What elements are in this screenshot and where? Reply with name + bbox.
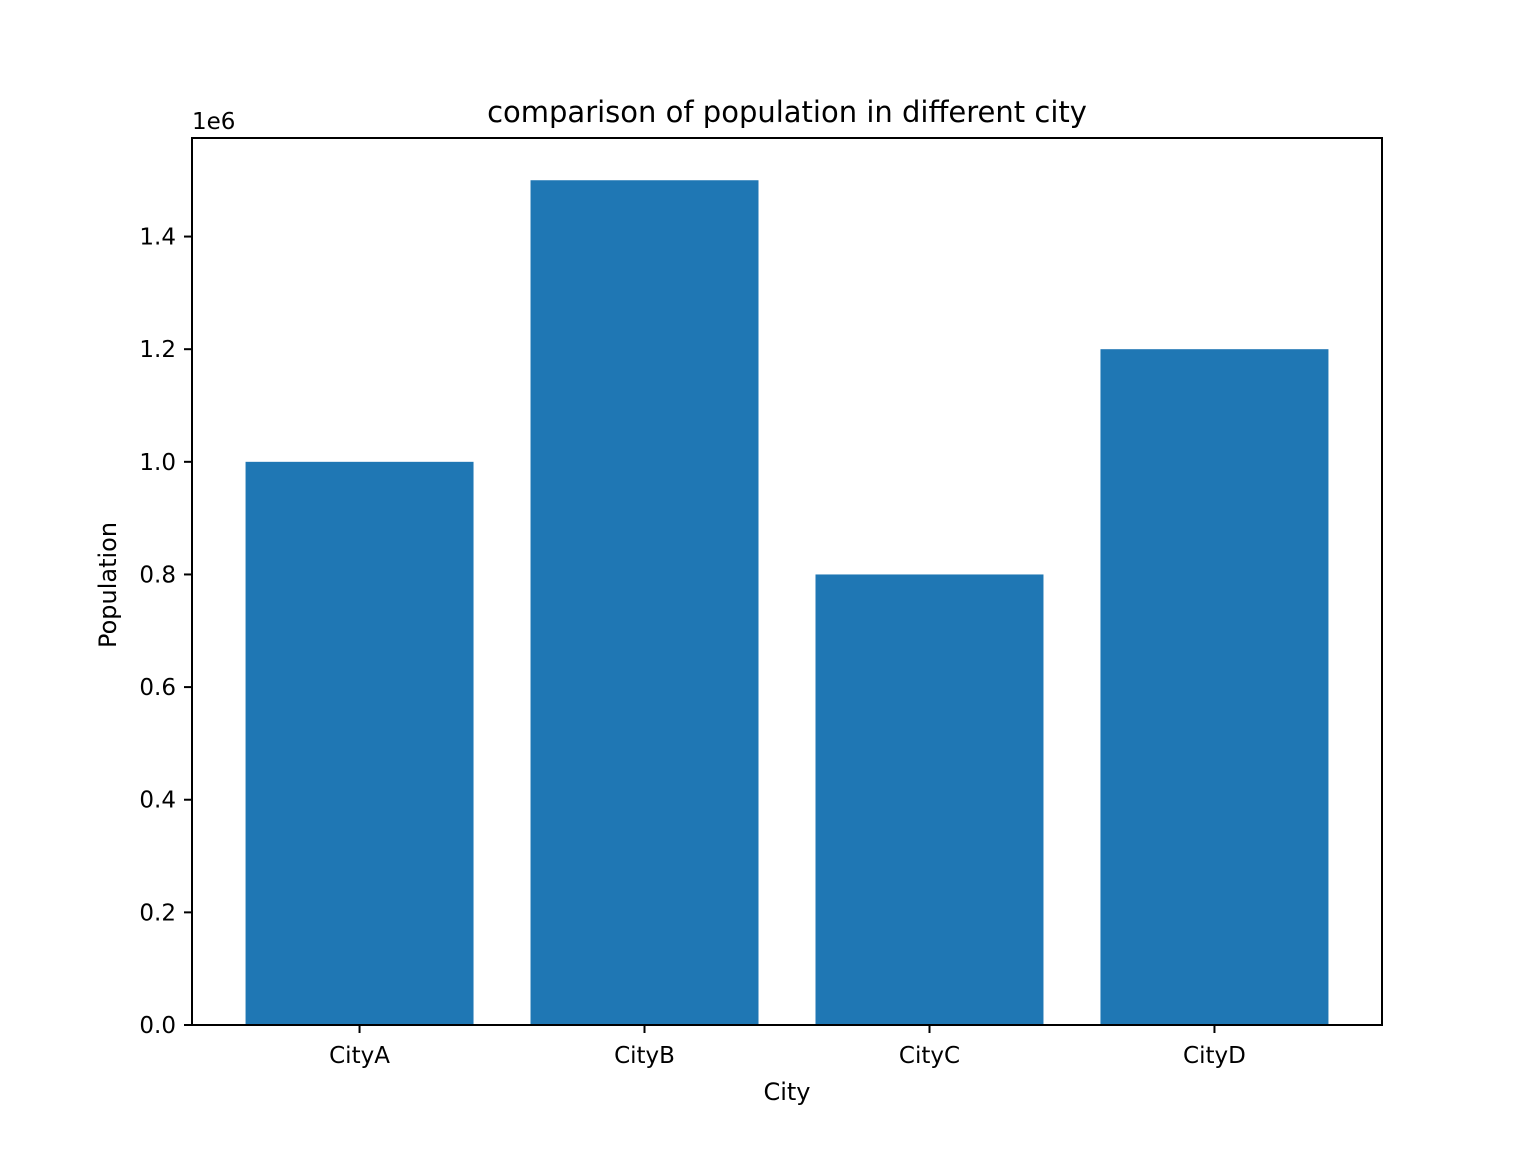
- x-tick-label: CityD: [1183, 1043, 1246, 1069]
- x-axis-label: City: [763, 1078, 810, 1106]
- x-tick-label: CityB: [614, 1043, 675, 1069]
- bar-cityb: [530, 180, 759, 1025]
- y-scale-label: 1e6: [192, 109, 235, 135]
- bar-cityd: [1100, 349, 1329, 1025]
- x-ticks-group: CityA CityB CityC CityD: [329, 1025, 1246, 1069]
- y-tick-label: 0.0: [139, 1013, 176, 1039]
- y-ticks-group: 0.0 0.2 0.4 0.6 0.8 1.0 1.2 1.4: [139, 225, 192, 1039]
- y-tick-label: 1.2: [139, 337, 176, 363]
- y-tick-label: 0.8: [139, 562, 176, 588]
- y-tick-label: 0.2: [139, 900, 176, 926]
- x-tick-label: CityA: [329, 1043, 390, 1069]
- y-tick-label: 0.4: [139, 788, 176, 814]
- x-tick-label: CityC: [899, 1043, 960, 1069]
- bars-group: [245, 180, 1329, 1025]
- bar-citya: [245, 461, 474, 1025]
- y-tick-label: 1.4: [139, 225, 176, 251]
- chart-title: comparison of population in different ci…: [487, 95, 1087, 129]
- bar-cityc: [815, 574, 1044, 1025]
- y-tick-label: 1.0: [139, 450, 176, 476]
- y-axis-label: Population: [94, 522, 122, 648]
- plot-frame: [191, 137, 1383, 1026]
- y-tick-label: 0.6: [139, 675, 176, 701]
